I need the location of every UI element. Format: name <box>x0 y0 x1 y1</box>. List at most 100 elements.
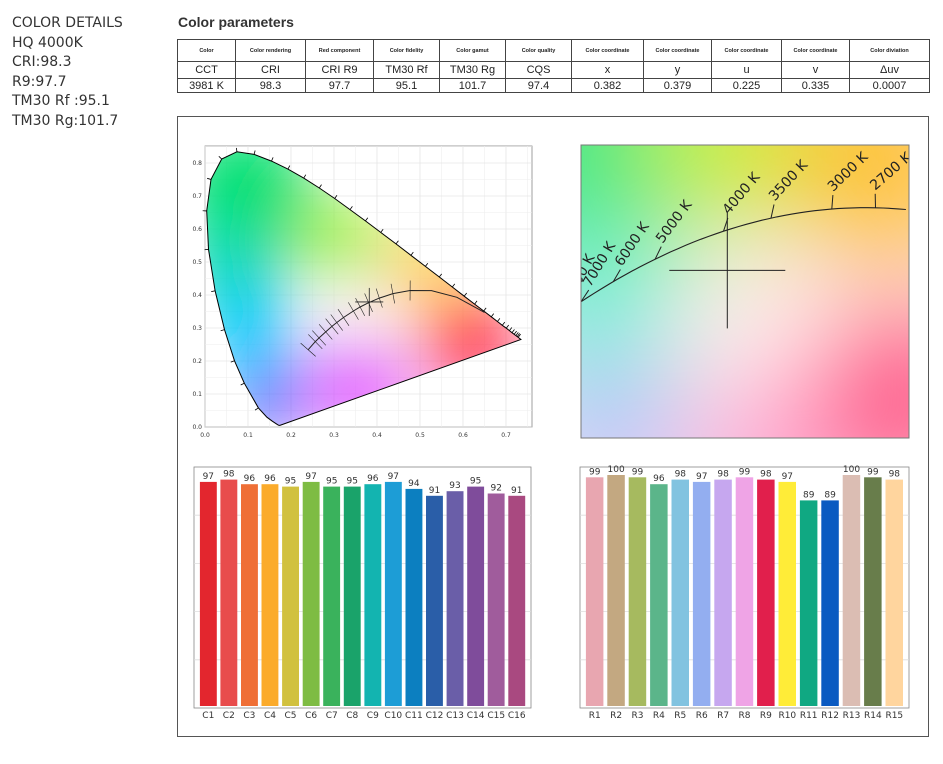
wavelength-tick <box>380 228 384 233</box>
y-tick-label: 0.0 <box>192 424 202 431</box>
r-bar <box>821 500 839 706</box>
c-value-label: 95 <box>470 477 481 487</box>
r-bar <box>628 477 647 706</box>
c-category-label: C12 <box>426 711 444 721</box>
isotemperature-line <box>348 302 359 320</box>
param-value: 95.1 <box>373 78 440 93</box>
c-bar <box>405 488 423 706</box>
r-value-label: 89 <box>803 490 815 500</box>
wavelength-tick <box>230 360 235 363</box>
c-value-label: 94 <box>408 479 420 489</box>
r-bar <box>778 481 796 706</box>
r-value-label: 96 <box>653 474 665 484</box>
details-title: COLOR DETAILS <box>12 15 123 31</box>
wavelength-tick <box>410 251 414 256</box>
c-value-label: 97 <box>305 472 316 482</box>
param-value: 0.0007 <box>849 78 930 93</box>
c-value-label: 95 <box>346 477 357 487</box>
r-bar <box>607 475 625 706</box>
r-bar <box>864 477 882 706</box>
c-bar <box>343 486 361 706</box>
r-value-label: 99 <box>739 467 751 477</box>
c-category-label: C14 <box>467 711 485 721</box>
c-category-label: C16 <box>508 711 526 721</box>
wavelength-tick <box>395 240 399 245</box>
wavelength-tick <box>365 217 369 222</box>
c-category-label: C5 <box>284 711 296 721</box>
cct-tick <box>612 269 621 282</box>
c-category-label: C15 <box>487 711 505 721</box>
y-tick-label: 0.4 <box>192 292 202 299</box>
c-bar <box>241 484 258 706</box>
c-bar <box>199 481 217 706</box>
wavelength-tick <box>218 156 223 160</box>
r-bar <box>585 477 604 706</box>
r-category-label: R3 <box>632 711 644 721</box>
c-category-label: C8 <box>346 711 358 721</box>
wavelength-tick <box>505 324 510 329</box>
zoom-frame <box>580 144 910 439</box>
zoom-planckian-locus <box>581 207 906 303</box>
isotemperature-line <box>312 330 327 346</box>
param-value: 98.3 <box>235 78 306 93</box>
cie-wavelength-ticks <box>202 147 521 411</box>
c-category-label: C6 <box>305 711 317 721</box>
r-bar <box>757 479 775 706</box>
c-bar <box>261 484 279 706</box>
model-name: HQ 4000K <box>12 34 83 51</box>
c-bar <box>220 479 238 706</box>
r-bar <box>671 479 689 706</box>
c-value-label: 91 <box>511 486 522 496</box>
c-bar <box>487 493 505 706</box>
r-category-label: R1 <box>589 711 601 721</box>
r-value-label: 100 <box>608 465 625 475</box>
c-category-label: C13 <box>446 711 464 721</box>
r-value-label: 100 <box>843 465 860 475</box>
c-bars: 97 C1 98 C2 96 C3 96 C4 95 C5 97 C6 95 C7 95 C8 96 C9 97 C1… <box>199 470 526 721</box>
wavelength-tick <box>497 318 501 322</box>
isotemperature-line <box>355 297 365 317</box>
y-tick-label: 0.6 <box>192 226 202 233</box>
x-tick-label: 0.6 <box>458 432 468 439</box>
r-category-label: R6 <box>696 711 708 721</box>
param-value: 0.335 <box>781 78 850 93</box>
x-tick-label: 0.1 <box>243 432 253 439</box>
r-category-label: R12 <box>821 711 839 721</box>
wavelength-tick <box>474 300 478 305</box>
c-category-label: C9 <box>367 711 379 721</box>
c-value-label: 97 <box>388 472 399 482</box>
wavelength-tick <box>211 290 216 292</box>
r-category-label: R11 <box>800 711 818 721</box>
wavelength-tick <box>334 195 338 199</box>
wavelength-tick <box>220 329 225 332</box>
x-tick-label: 0.7 <box>501 432 511 439</box>
c-bar <box>384 481 402 706</box>
wavelength-tick <box>253 150 256 155</box>
isotemperature-line <box>330 314 343 331</box>
param-value: 97.4 <box>505 78 572 93</box>
r-value-label: 99 <box>867 467 879 477</box>
r-value-label: 98 <box>889 470 901 480</box>
x-tick-label: 0.0 <box>200 432 210 439</box>
r-bar <box>885 479 903 706</box>
charts-frame <box>177 116 929 737</box>
rg-value: TM30 Rg:101.7 <box>12 112 119 129</box>
c-bar <box>282 486 299 706</box>
wavelength-tick <box>207 177 212 180</box>
c-bar <box>302 481 320 706</box>
wavelength-tick <box>511 329 515 333</box>
wavelength-tick <box>463 292 467 297</box>
c-bar <box>467 486 485 706</box>
tm30-color-sample-bar-chart: 97 C1 98 C2 96 C3 96 C4 95 C5 97 C6 95 C7 95 C8 96 C9 97 C1… <box>193 466 532 721</box>
color-details-panel: COLOR DETAILS HQ 4000K CRI:98.3 R9:97.7 … <box>12 14 162 131</box>
r-category-label: R14 <box>864 711 882 721</box>
c-value-label: 96 <box>244 474 256 484</box>
param-symbol: TM30 Rg <box>439 61 506 79</box>
c-value-label: 95 <box>285 477 296 487</box>
params-value-row: 3981 K 98.3 97.7 95.1 101.7 97.4 0.382 0… <box>177 78 930 93</box>
params-title: Color parameters <box>178 14 294 30</box>
param-value: 97.7 <box>305 78 374 93</box>
